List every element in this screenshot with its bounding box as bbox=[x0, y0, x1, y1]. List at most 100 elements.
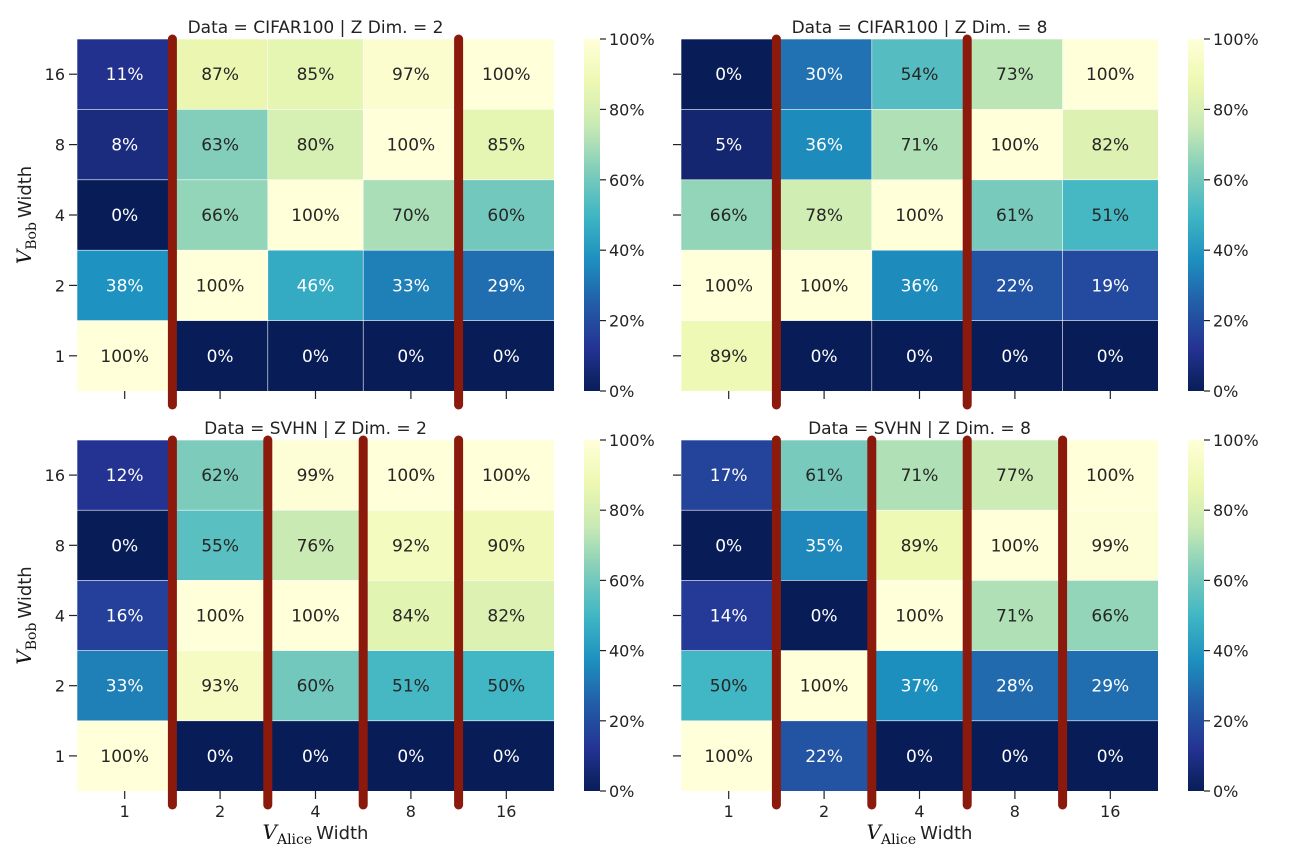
cell-value-label: 0% bbox=[111, 536, 138, 556]
cell-value-label: 37% bbox=[901, 677, 939, 697]
heatmap-cell bbox=[76, 509, 173, 582]
heatmap-cell bbox=[871, 580, 968, 652]
cell-value-label: 76% bbox=[297, 536, 335, 556]
heatmap-panel-1: 11% 87% 85% 97% 100%8% 63% 80% 100% 85%0% 66% 100%… bbox=[12, 18, 655, 410]
heatmap-cell bbox=[362, 38, 460, 110]
cell-value-label: 60% bbox=[297, 677, 335, 697]
cell-value-label: 22% bbox=[996, 276, 1034, 296]
heatmap-cell bbox=[362, 650, 460, 722]
cell-value-label: 100% bbox=[196, 607, 245, 627]
cell-value-label: 73% bbox=[996, 65, 1034, 85]
heatmap-cell bbox=[172, 179, 269, 251]
heatmap-cell bbox=[172, 439, 269, 511]
cell-value-label: 100% bbox=[387, 466, 436, 486]
heatmap-cell bbox=[680, 509, 777, 582]
colorbar-tick-label: 80% bbox=[609, 100, 645, 119]
cell-value-label: 100% bbox=[800, 276, 849, 296]
heatmap-cell bbox=[76, 38, 173, 110]
x-tick-label: 4 bbox=[310, 802, 320, 821]
colorbar-tick-label: 40% bbox=[609, 642, 645, 661]
heatmap-cell bbox=[172, 509, 269, 582]
cell-value-label: 29% bbox=[1091, 677, 1129, 697]
heatmap-cell bbox=[267, 720, 364, 792]
y-tick-label: 2 bbox=[55, 677, 65, 696]
y-tick-label: 1 bbox=[55, 747, 65, 766]
cell-value-label: 99% bbox=[1091, 536, 1129, 556]
heatmap-cell bbox=[267, 249, 364, 322]
heatmap-cell bbox=[776, 580, 873, 652]
heatmap-cell bbox=[458, 109, 555, 181]
heatmap-cell bbox=[1062, 509, 1159, 582]
heatmap-cell bbox=[458, 249, 555, 322]
heatmap-cell bbox=[776, 439, 873, 511]
cell-value-label: 100% bbox=[1086, 65, 1135, 85]
colorbar-tick-label: 0% bbox=[1213, 782, 1238, 801]
heatmap-cell bbox=[966, 720, 1064, 792]
colorbar-tick-label: 100% bbox=[609, 431, 655, 450]
y-tick-label: 16 bbox=[45, 466, 65, 485]
heatmap-cell bbox=[776, 650, 873, 722]
heatmap-cell bbox=[76, 650, 173, 722]
cell-value-label: 100% bbox=[196, 276, 245, 296]
heatmap-cell bbox=[362, 509, 460, 582]
colorbar-tick-label: 60% bbox=[1213, 171, 1249, 190]
cell-value-label: 5% bbox=[715, 136, 742, 156]
colorbar-tick-label: 60% bbox=[609, 571, 645, 590]
cell-value-label: 0% bbox=[493, 747, 520, 767]
x-axis-label: VAlice Width bbox=[263, 820, 369, 848]
heatmap-cell bbox=[871, 179, 968, 251]
cell-value-label: 33% bbox=[106, 677, 144, 697]
cell-value-label: 82% bbox=[1091, 136, 1129, 156]
heatmap-cell bbox=[267, 38, 364, 110]
heatmap-cell bbox=[267, 179, 364, 251]
x-tick-label: 8 bbox=[1010, 802, 1020, 821]
cell-value-label: 35% bbox=[805, 536, 843, 556]
cell-value-label: 17% bbox=[710, 466, 748, 486]
cell-value-label: 71% bbox=[901, 466, 939, 486]
cell-value-label: 0% bbox=[1001, 747, 1028, 767]
cell-value-label: 66% bbox=[201, 206, 239, 226]
y-axis-label: VBobWidth bbox=[12, 566, 40, 664]
cell-value-label: 100% bbox=[100, 747, 149, 767]
heatmap-cell bbox=[680, 580, 777, 652]
colorbar-tick-label: 100% bbox=[609, 30, 655, 49]
heatmap-cell bbox=[267, 509, 364, 582]
cell-value-label: 66% bbox=[710, 206, 748, 226]
cell-value-label: 100% bbox=[991, 136, 1040, 156]
heatmap-cell bbox=[1062, 320, 1159, 392]
heatmap-cell bbox=[1062, 650, 1159, 722]
cell-value-label: 0% bbox=[906, 347, 933, 367]
cell-value-label: 61% bbox=[805, 466, 843, 486]
heatmap-cell bbox=[458, 580, 555, 652]
cell-value-label: 0% bbox=[811, 347, 838, 367]
panel-title: Data = CIFAR100 | Z Dim. = 8 bbox=[792, 18, 1048, 38]
x-tick-label: 1 bbox=[724, 802, 734, 821]
heatmap-cell bbox=[267, 580, 364, 652]
heatmap-cell bbox=[172, 38, 269, 110]
heatmap-panel-4: 17% 61% 71% 77% 100% 0% 35% 89% 100% 99% 14% 0% 100%… bbox=[673, 419, 1259, 848]
heatmap-cell bbox=[966, 179, 1064, 251]
heatmap-cell bbox=[362, 249, 460, 322]
colorbar-tick-label: 100% bbox=[1213, 431, 1259, 450]
cell-value-label: 100% bbox=[387, 136, 436, 156]
heatmap-cell bbox=[680, 720, 777, 792]
heatmap-cell bbox=[1062, 439, 1159, 511]
cell-value-label: 0% bbox=[302, 347, 329, 367]
heatmap-cell bbox=[458, 509, 555, 582]
cell-value-label: 0% bbox=[906, 747, 933, 767]
cell-value-label: 55% bbox=[201, 536, 239, 556]
cell-value-label: 61% bbox=[996, 206, 1034, 226]
y-axis-label: VBobWidth bbox=[12, 166, 40, 264]
panel-title: Data = CIFAR100 | Z Dim. = 2 bbox=[188, 18, 444, 38]
colorbar-tick-label: 0% bbox=[609, 382, 634, 401]
cell-value-label: 100% bbox=[991, 536, 1040, 556]
cell-value-label: 100% bbox=[800, 677, 849, 697]
colorbar-tick-label: 100% bbox=[1213, 30, 1259, 49]
y-tick-label: 2 bbox=[55, 276, 65, 295]
colorbar-tick-label: 0% bbox=[1213, 382, 1238, 401]
colorbar-tick-label: 80% bbox=[1213, 100, 1249, 119]
heatmap-cell bbox=[871, 109, 968, 181]
heatmap-cell bbox=[966, 109, 1064, 181]
cell-value-label: 84% bbox=[392, 607, 430, 627]
